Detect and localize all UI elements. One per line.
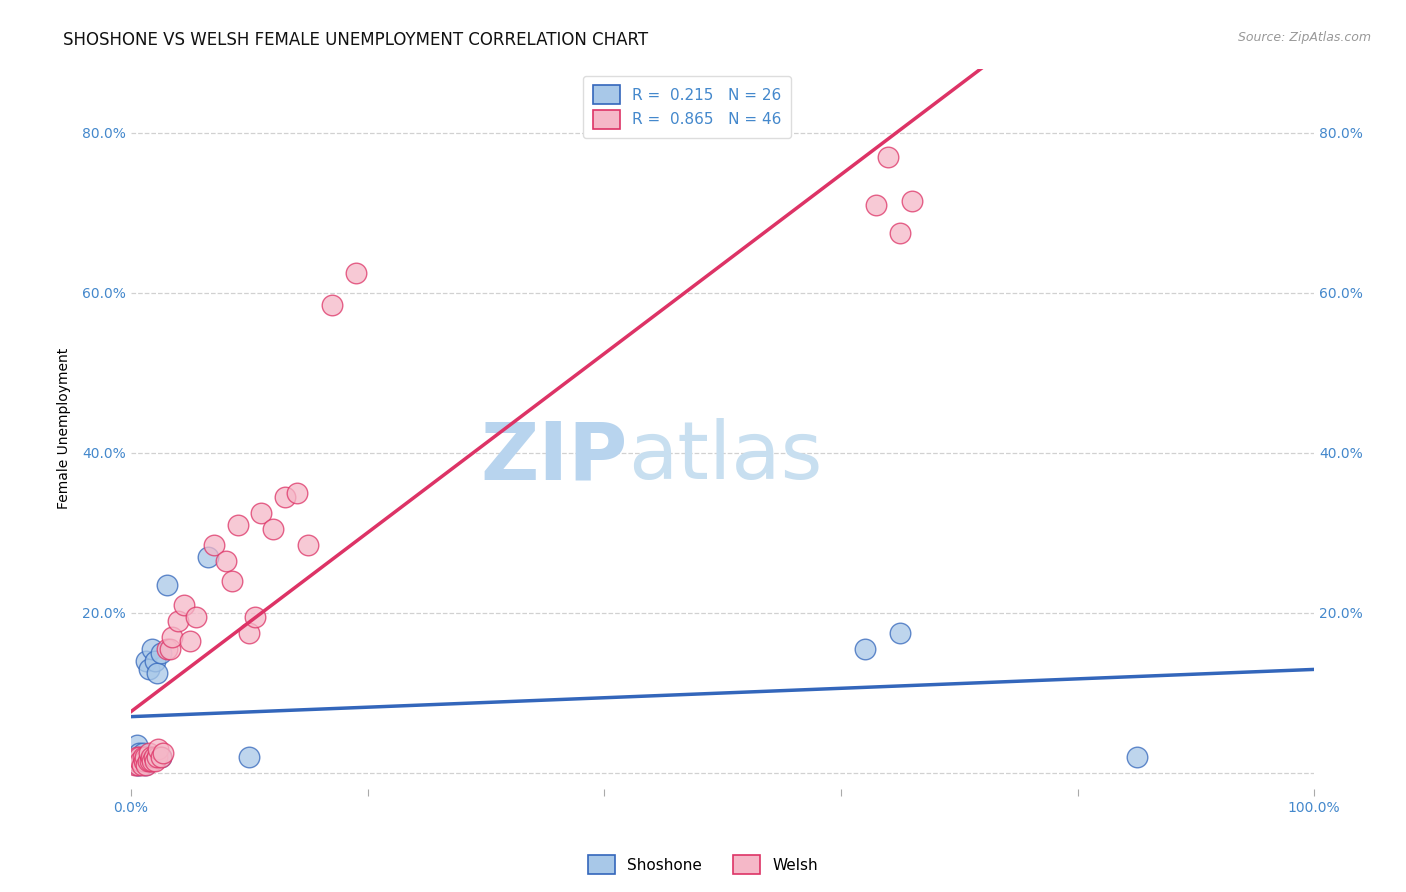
Point	[128, 749, 150, 764]
Text: ZIP: ZIP	[481, 418, 628, 497]
Point	[197, 549, 219, 564]
Point	[124, 757, 146, 772]
Point	[141, 641, 163, 656]
Point	[297, 538, 319, 552]
Point	[179, 633, 201, 648]
Point	[142, 749, 165, 764]
Point	[262, 522, 284, 536]
Point	[159, 641, 181, 656]
Text: SHOSHONE VS WELSH FEMALE UNEMPLOYMENT CORRELATION CHART: SHOSHONE VS WELSH FEMALE UNEMPLOYMENT CO…	[63, 31, 648, 49]
Point	[129, 754, 152, 768]
Point	[143, 654, 166, 668]
Point	[141, 754, 163, 768]
Text: Source: ZipAtlas.com: Source: ZipAtlas.com	[1237, 31, 1371, 45]
Legend: Shoshone, Welsh: Shoshone, Welsh	[582, 849, 824, 880]
Point	[155, 641, 177, 656]
Point	[162, 630, 184, 644]
Point	[139, 749, 162, 764]
Point	[149, 749, 172, 764]
Point	[129, 754, 152, 768]
Point	[149, 646, 172, 660]
Point	[134, 749, 156, 764]
Point	[143, 754, 166, 768]
Point	[167, 614, 190, 628]
Point	[139, 749, 162, 764]
Point	[184, 609, 207, 624]
Point	[221, 574, 243, 588]
Point	[134, 757, 156, 772]
Point	[134, 749, 156, 764]
Point	[125, 757, 148, 772]
Point	[135, 654, 157, 668]
Point	[125, 749, 148, 764]
Point	[149, 749, 172, 764]
Legend: R =  0.215   N = 26, R =  0.865   N = 46: R = 0.215 N = 26, R = 0.865 N = 46	[583, 76, 790, 138]
Point	[131, 757, 153, 772]
Point	[132, 754, 155, 768]
Point	[132, 754, 155, 768]
Point	[138, 754, 160, 768]
Point	[148, 741, 170, 756]
Point	[138, 662, 160, 676]
Point	[226, 517, 249, 532]
Y-axis label: Female Unemployment: Female Unemployment	[58, 348, 72, 509]
Point	[132, 749, 155, 764]
Point	[901, 194, 924, 208]
Point	[344, 266, 367, 280]
Point	[127, 757, 149, 772]
Point	[889, 625, 911, 640]
Point	[146, 665, 169, 680]
Point	[135, 757, 157, 772]
Point	[146, 749, 169, 764]
Point	[877, 150, 900, 164]
Point	[245, 609, 267, 624]
Point	[889, 226, 911, 240]
Point	[238, 749, 260, 764]
Point	[173, 598, 195, 612]
Point	[138, 746, 160, 760]
Point	[321, 297, 343, 311]
Point	[155, 577, 177, 591]
Point	[238, 625, 260, 640]
Point	[128, 757, 150, 772]
Point	[125, 738, 148, 752]
Point	[125, 749, 148, 764]
Point	[136, 754, 159, 768]
Point	[250, 506, 273, 520]
Point	[125, 754, 148, 768]
Point	[202, 538, 225, 552]
Point	[853, 641, 876, 656]
Point	[139, 754, 162, 768]
Point	[274, 490, 297, 504]
Text: atlas: atlas	[628, 418, 823, 497]
Point	[865, 197, 887, 211]
Point	[152, 746, 174, 760]
Point	[131, 749, 153, 764]
Point	[285, 485, 308, 500]
Point	[1125, 749, 1147, 764]
Point	[215, 554, 238, 568]
Point	[128, 746, 150, 760]
Point	[132, 746, 155, 760]
